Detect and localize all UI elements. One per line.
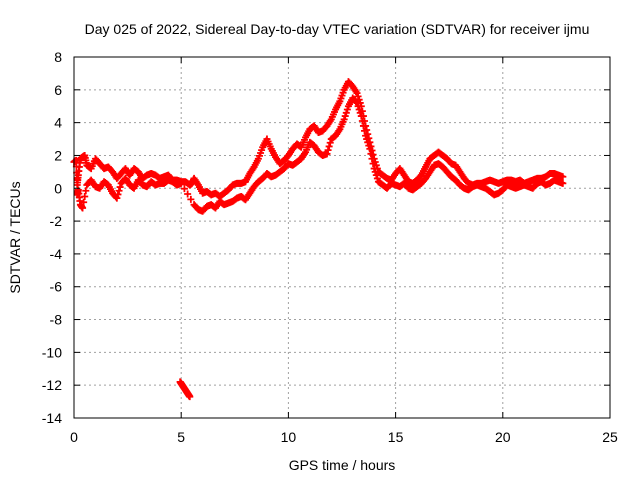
data-point-interp [373, 174, 381, 182]
data-point-interp [81, 192, 89, 200]
y-tick-label: -2 [50, 213, 63, 229]
y-tick-label: -12 [42, 377, 62, 393]
data-point-interp [324, 146, 332, 154]
data-point [186, 393, 194, 401]
axis-ticks: 0 5 10 15 20 25 -14 -12 -10 -8 -6 -4 -2 0 2 4 6 8 [42, 49, 618, 445]
x-tick-label: 25 [602, 429, 618, 445]
data-point-interp [342, 109, 350, 117]
y-tick-label: -10 [42, 344, 62, 360]
data-point-interp [359, 122, 367, 130]
y-tick-label: -6 [50, 279, 63, 295]
data-point-interp [365, 142, 373, 150]
data-point-interp [325, 142, 333, 150]
chart-title: Day 025 of 2022, Sidereal Day-to-day VTE… [85, 21, 590, 37]
data-point-interp [358, 117, 366, 125]
x-tick-label: 15 [388, 429, 404, 445]
y-tick-label: 4 [54, 115, 62, 131]
data-point-interp [184, 190, 192, 198]
x-tick-label: 10 [281, 429, 297, 445]
data-point-interp [352, 98, 360, 106]
data-point [113, 194, 121, 202]
grid [74, 57, 610, 418]
y-tick-label: 0 [54, 180, 62, 196]
data-point [353, 89, 361, 97]
y-tick-label: -8 [50, 312, 63, 328]
data-point-interp [371, 168, 379, 176]
y-tick-label: -14 [42, 410, 62, 426]
data-point [79, 204, 87, 212]
data-point-interp [361, 127, 369, 135]
data-point [177, 179, 185, 187]
data-point [370, 165, 378, 173]
y-tick-label: -4 [50, 246, 63, 262]
data-point [353, 99, 361, 107]
data-point-interp [363, 135, 371, 143]
data-point-interp [180, 185, 188, 193]
x-tick-label: 20 [495, 429, 511, 445]
data-points [70, 78, 567, 401]
data-point-interp [114, 190, 122, 198]
y-tick-label: 2 [54, 147, 62, 163]
data-point-interp [115, 187, 123, 195]
data-point-interp [82, 187, 90, 195]
data-point [357, 112, 365, 120]
data-point [362, 132, 370, 140]
data-point-interp [354, 92, 362, 100]
y-axis-label: SDTVAR / TECUs [7, 181, 23, 293]
data-point-interp [343, 106, 351, 114]
data-point-interp [364, 138, 372, 146]
x-tick-label: 0 [70, 429, 78, 445]
data-point [559, 179, 567, 187]
data-point [559, 173, 567, 181]
y-tick-label: 6 [54, 82, 62, 98]
data-point-interp [368, 155, 376, 163]
data-point-interp [356, 109, 364, 117]
y-tick-label: 8 [54, 49, 62, 65]
x-tick-label: 5 [177, 429, 185, 445]
plot-frame [73, 56, 611, 419]
data-point-interp [80, 198, 88, 206]
data-point-interp [326, 139, 334, 147]
data-point-interp [187, 195, 195, 203]
data-point-interp [367, 150, 375, 158]
data-point-interp [355, 106, 363, 114]
data-point [323, 150, 331, 158]
data-point [340, 115, 348, 123]
data-point-interp [354, 102, 362, 110]
data-point-interp [372, 171, 380, 179]
x-axis-label: GPS time / hours [289, 457, 396, 473]
data-point [366, 145, 374, 153]
data-point-interp [369, 160, 377, 168]
data-point-interp [341, 112, 349, 120]
data-point-interp [116, 183, 124, 191]
